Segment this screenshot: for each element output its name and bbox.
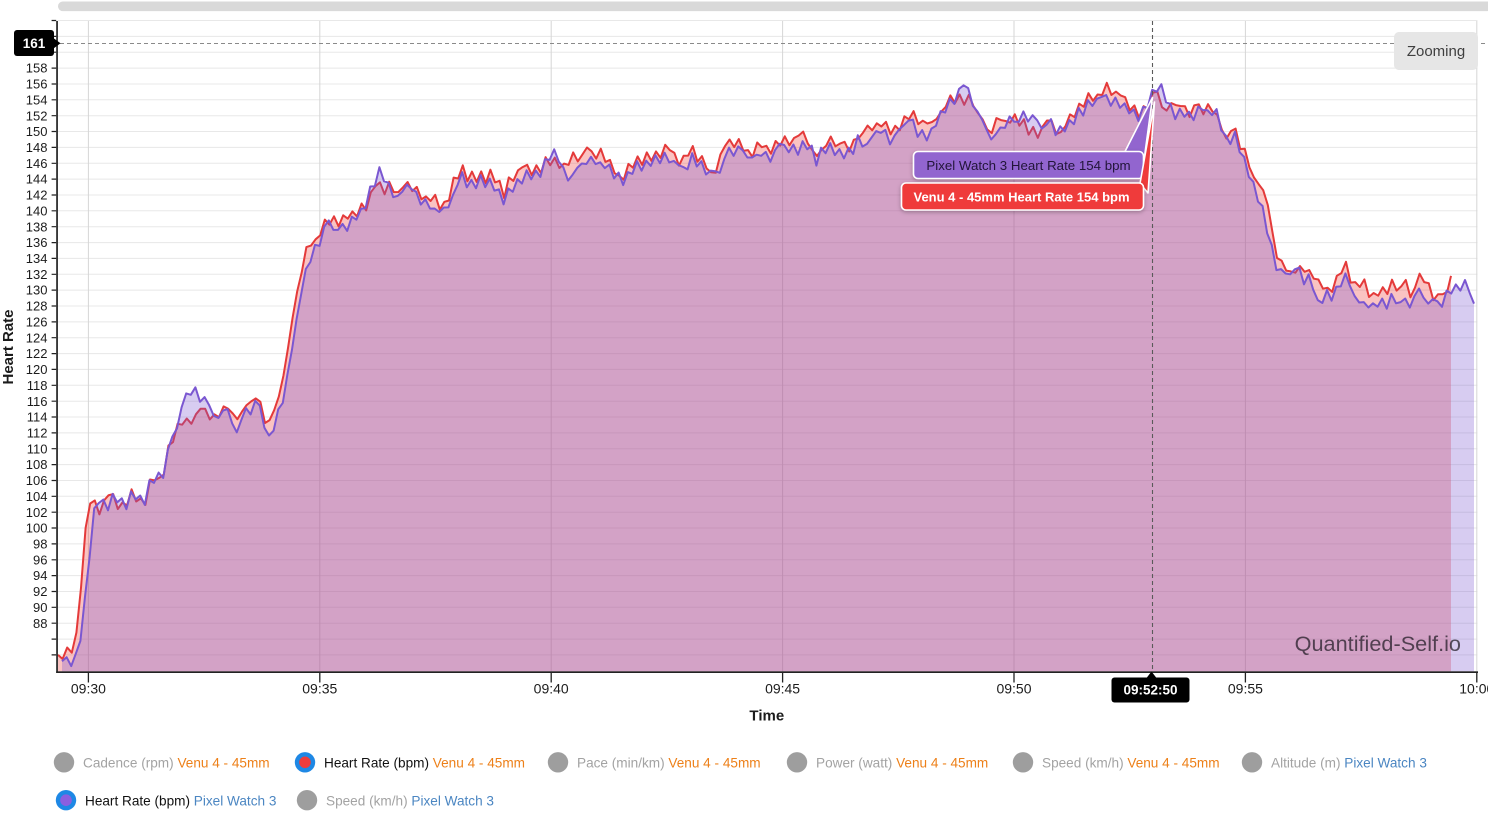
svg-text:09:45: 09:45 bbox=[765, 681, 800, 697]
svg-text:94: 94 bbox=[33, 568, 47, 583]
svg-text:126: 126 bbox=[26, 315, 48, 330]
svg-text:96: 96 bbox=[33, 552, 47, 567]
svg-text:Speed (km/h) Venu 4 - 45mm: Speed (km/h) Venu 4 - 45mm bbox=[1042, 756, 1220, 771]
svg-text:148: 148 bbox=[26, 140, 48, 155]
svg-text:09:30: 09:30 bbox=[71, 681, 106, 697]
svg-text:118: 118 bbox=[27, 378, 48, 393]
svg-text:Power (watt) Venu 4 - 45mm: Power (watt) Venu 4 - 45mm bbox=[816, 756, 988, 771]
svg-text:09:50: 09:50 bbox=[996, 681, 1031, 697]
svg-text:09:52:50: 09:52:50 bbox=[1123, 683, 1177, 698]
svg-text:104: 104 bbox=[26, 489, 48, 504]
svg-text:114: 114 bbox=[27, 410, 48, 425]
svg-text:132: 132 bbox=[26, 267, 48, 282]
svg-text:Heart Rate (bpm) Pixel Watch 3: Heart Rate (bpm) Pixel Watch 3 bbox=[85, 793, 276, 808]
svg-text:Zooming: Zooming bbox=[1407, 43, 1465, 60]
svg-text:09:40: 09:40 bbox=[534, 681, 569, 697]
svg-text:Venu 4 - 45mm Heart Rate 154 b: Venu 4 - 45mm Heart Rate 154 bpm bbox=[913, 190, 1129, 205]
svg-text:Speed (km/h) Pixel Watch 3: Speed (km/h) Pixel Watch 3 bbox=[326, 793, 494, 808]
svg-text:102: 102 bbox=[26, 505, 48, 520]
svg-text:10:00: 10:00 bbox=[1459, 681, 1488, 697]
svg-text:106: 106 bbox=[26, 473, 48, 488]
svg-text:Pixel Watch 3 Heart Rate 154 b: Pixel Watch 3 Heart Rate 154 bpm bbox=[926, 158, 1130, 173]
svg-text:09:55: 09:55 bbox=[1228, 681, 1263, 697]
svg-text:136: 136 bbox=[26, 235, 48, 250]
svg-text:Heart Rate (bpm) Venu 4 - 45mm: Heart Rate (bpm) Venu 4 - 45mm bbox=[324, 756, 525, 771]
svg-text:124: 124 bbox=[26, 330, 48, 345]
svg-text:158: 158 bbox=[26, 61, 48, 76]
svg-text:144: 144 bbox=[26, 172, 48, 187]
svg-text:152: 152 bbox=[26, 108, 48, 123]
svg-text:Quantified-Self.io: Quantified-Self.io bbox=[1295, 631, 1461, 656]
svg-text:Pace (min/km) Venu 4 - 45mm: Pace (min/km) Venu 4 - 45mm bbox=[577, 756, 761, 771]
svg-text:142: 142 bbox=[26, 188, 48, 203]
svg-text:Time: Time bbox=[749, 708, 784, 725]
svg-text:161: 161 bbox=[23, 36, 46, 51]
svg-text:Altitude (m) Pixel Watch 3: Altitude (m) Pixel Watch 3 bbox=[1271, 756, 1427, 771]
svg-text:120: 120 bbox=[26, 362, 48, 377]
svg-text:90: 90 bbox=[33, 600, 47, 615]
svg-text:98: 98 bbox=[33, 537, 47, 552]
svg-text:130: 130 bbox=[26, 283, 48, 298]
svg-text:116: 116 bbox=[27, 394, 48, 409]
svg-text:146: 146 bbox=[26, 156, 48, 171]
svg-text:92: 92 bbox=[33, 584, 47, 599]
svg-text:156: 156 bbox=[26, 77, 48, 92]
svg-text:128: 128 bbox=[26, 299, 48, 314]
svg-text:88: 88 bbox=[33, 616, 47, 631]
svg-text:Heart Rate: Heart Rate bbox=[0, 309, 17, 384]
svg-text:108: 108 bbox=[26, 457, 48, 472]
svg-text:140: 140 bbox=[26, 203, 48, 218]
svg-text:154: 154 bbox=[26, 92, 48, 107]
svg-text:138: 138 bbox=[26, 219, 48, 234]
svg-text:110: 110 bbox=[27, 441, 48, 456]
svg-text:100: 100 bbox=[26, 521, 48, 536]
svg-text:134: 134 bbox=[26, 251, 48, 266]
svg-text:09:35: 09:35 bbox=[302, 681, 337, 697]
svg-text:112: 112 bbox=[27, 426, 48, 441]
svg-text:122: 122 bbox=[26, 346, 48, 361]
svg-text:Cadence (rpm) Venu 4 - 45mm: Cadence (rpm) Venu 4 - 45mm bbox=[83, 756, 270, 771]
svg-text:150: 150 bbox=[26, 124, 48, 139]
